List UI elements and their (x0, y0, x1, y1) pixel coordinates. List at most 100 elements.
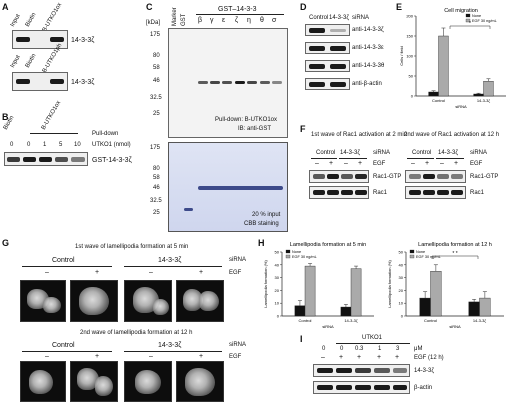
c-band (198, 81, 208, 84)
c-mw-bot-175: 175 (150, 145, 161, 151)
i-sign-1: + (339, 354, 344, 361)
a-protein-label-1: 14-3-3ζ (71, 37, 95, 44)
f-band (313, 190, 325, 195)
f-right-line-2 (436, 158, 464, 159)
f-right-row-0: Rac1-GTP (470, 174, 499, 180)
y-tick-label: 10 (399, 301, 404, 306)
c-isoform-theta: θ (260, 17, 264, 24)
f-band (423, 190, 435, 195)
f-band (451, 190, 463, 195)
g-micrograph (70, 280, 118, 322)
d-row-0: anti-14-3-3ζ (352, 27, 384, 33)
i-dose-1: 0 (340, 346, 344, 352)
bar-none (468, 301, 480, 317)
y-tick-label: 0 (411, 94, 414, 99)
f-band (355, 174, 367, 179)
i-sign-4: + (395, 354, 400, 361)
g-cell (79, 287, 109, 315)
i-compound-line (336, 343, 410, 344)
i-blot-2 (313, 381, 410, 394)
c-mw-top-58: 58 (153, 65, 160, 71)
c-header-line (196, 14, 284, 15)
g-top-sign-1: + (95, 269, 100, 276)
a-protein-label-2: 14-3-3ζ (71, 79, 95, 86)
f-left-row-1: Rac1 (373, 190, 388, 196)
legend-label: None (292, 250, 301, 254)
c-pulldown-text: Pull-down: B-UTKO1ox (215, 117, 278, 123)
f-left-blot-1 (309, 170, 369, 183)
f-right-sirna: siRNA (470, 150, 488, 156)
d-row-2: anti-14-3-3θ (352, 63, 385, 69)
i-band (355, 368, 371, 373)
legend-label: EGF 30 ng/mL (292, 255, 317, 259)
panel-letter-i: I (300, 334, 303, 344)
d-row-1: anti-14-3-3ε (352, 45, 384, 51)
b-band (7, 157, 20, 162)
c-stain-text: CBB staining (244, 221, 279, 227)
x-axis-label: siRNA (322, 324, 334, 329)
d-col-control: Control (309, 15, 329, 21)
f-left-sign-1: + (329, 160, 334, 167)
g-top-col-1433z: 14-3-3ζ (158, 257, 182, 264)
a-band (50, 37, 64, 42)
f-title-left: 1st wave of Rac1 activation at 2 min (311, 132, 408, 138)
b-blot (4, 152, 88, 166)
y-tick-label: 40 (399, 262, 404, 267)
g-micrograph (124, 361, 172, 402)
c-pulldown-blot (168, 28, 288, 138)
f-left-line-1 (311, 158, 337, 159)
i-band (317, 385, 333, 390)
g-top-sign-0: – (45, 269, 49, 276)
c-band (210, 81, 220, 84)
c-mw-top-32: 32.5 (150, 95, 162, 101)
c-mw-bot-80: 80 (153, 166, 160, 172)
c-isoform-gamma: γ (210, 17, 214, 24)
f-band (355, 190, 367, 195)
b-band (55, 157, 68, 162)
x-tick-label: 14-3-3ζ (477, 98, 491, 103)
b-amount-label: UTKO1 (nmol) (92, 142, 131, 148)
d-col-1433z: 14-3-3ζ (329, 15, 349, 21)
g-micrograph (70, 361, 118, 402)
panel-letter-c: C (146, 2, 153, 12)
c-band (222, 81, 232, 84)
legend-swatch (409, 254, 415, 259)
bar-none (428, 91, 439, 97)
a-band (50, 79, 64, 84)
legend-label: None (416, 250, 425, 254)
g-top-egf: EGF (229, 270, 242, 276)
g-bot-sign-1: + (95, 353, 100, 360)
chart-e-migration: Cell migration 0 50 100 150 200 Cells / field C… (399, 8, 506, 109)
c-mw-bot-25: 25 (153, 210, 160, 216)
b-band (71, 157, 85, 162)
legend-label: None (472, 14, 481, 18)
y-axis-label: Lamellipodia formation (%) (387, 260, 392, 308)
f-left-sign-2: – (344, 160, 348, 167)
d-band (309, 82, 325, 87)
x-tick-label: Control (432, 98, 445, 103)
i-band (336, 385, 352, 390)
g-micrograph (176, 280, 224, 322)
f-left-row-0: Rac1-GTP (373, 174, 402, 180)
g-cell (135, 370, 161, 394)
legend-swatch (285, 249, 291, 254)
significance-star: * * (452, 251, 457, 257)
chart-h-5min: Lamellipodia formation at 5 min 0 10 20 30 40… (263, 242, 374, 329)
i-band (336, 368, 352, 373)
y-tick-label: 50 (399, 250, 404, 255)
f-left-line-2 (339, 158, 367, 159)
c-mw-top-175: 175 (150, 32, 161, 38)
g-top-col-control: Control (52, 257, 75, 264)
f-left-egf: EGF (373, 161, 386, 167)
panel-letter-d: D (300, 2, 307, 12)
legend-swatch (409, 249, 415, 254)
g-bot-sirna: siRNA (229, 342, 247, 348)
a-lane-input: Input (9, 13, 22, 28)
b-protein-label: GST-14-3-3ζ (92, 157, 132, 164)
y-axis-label: Cells / field (399, 46, 404, 66)
g-bot-egf: EGF (229, 354, 242, 360)
f-band (327, 190, 339, 195)
bar-egf (438, 35, 449, 97)
g-cell (153, 299, 169, 315)
f-band (409, 190, 421, 195)
